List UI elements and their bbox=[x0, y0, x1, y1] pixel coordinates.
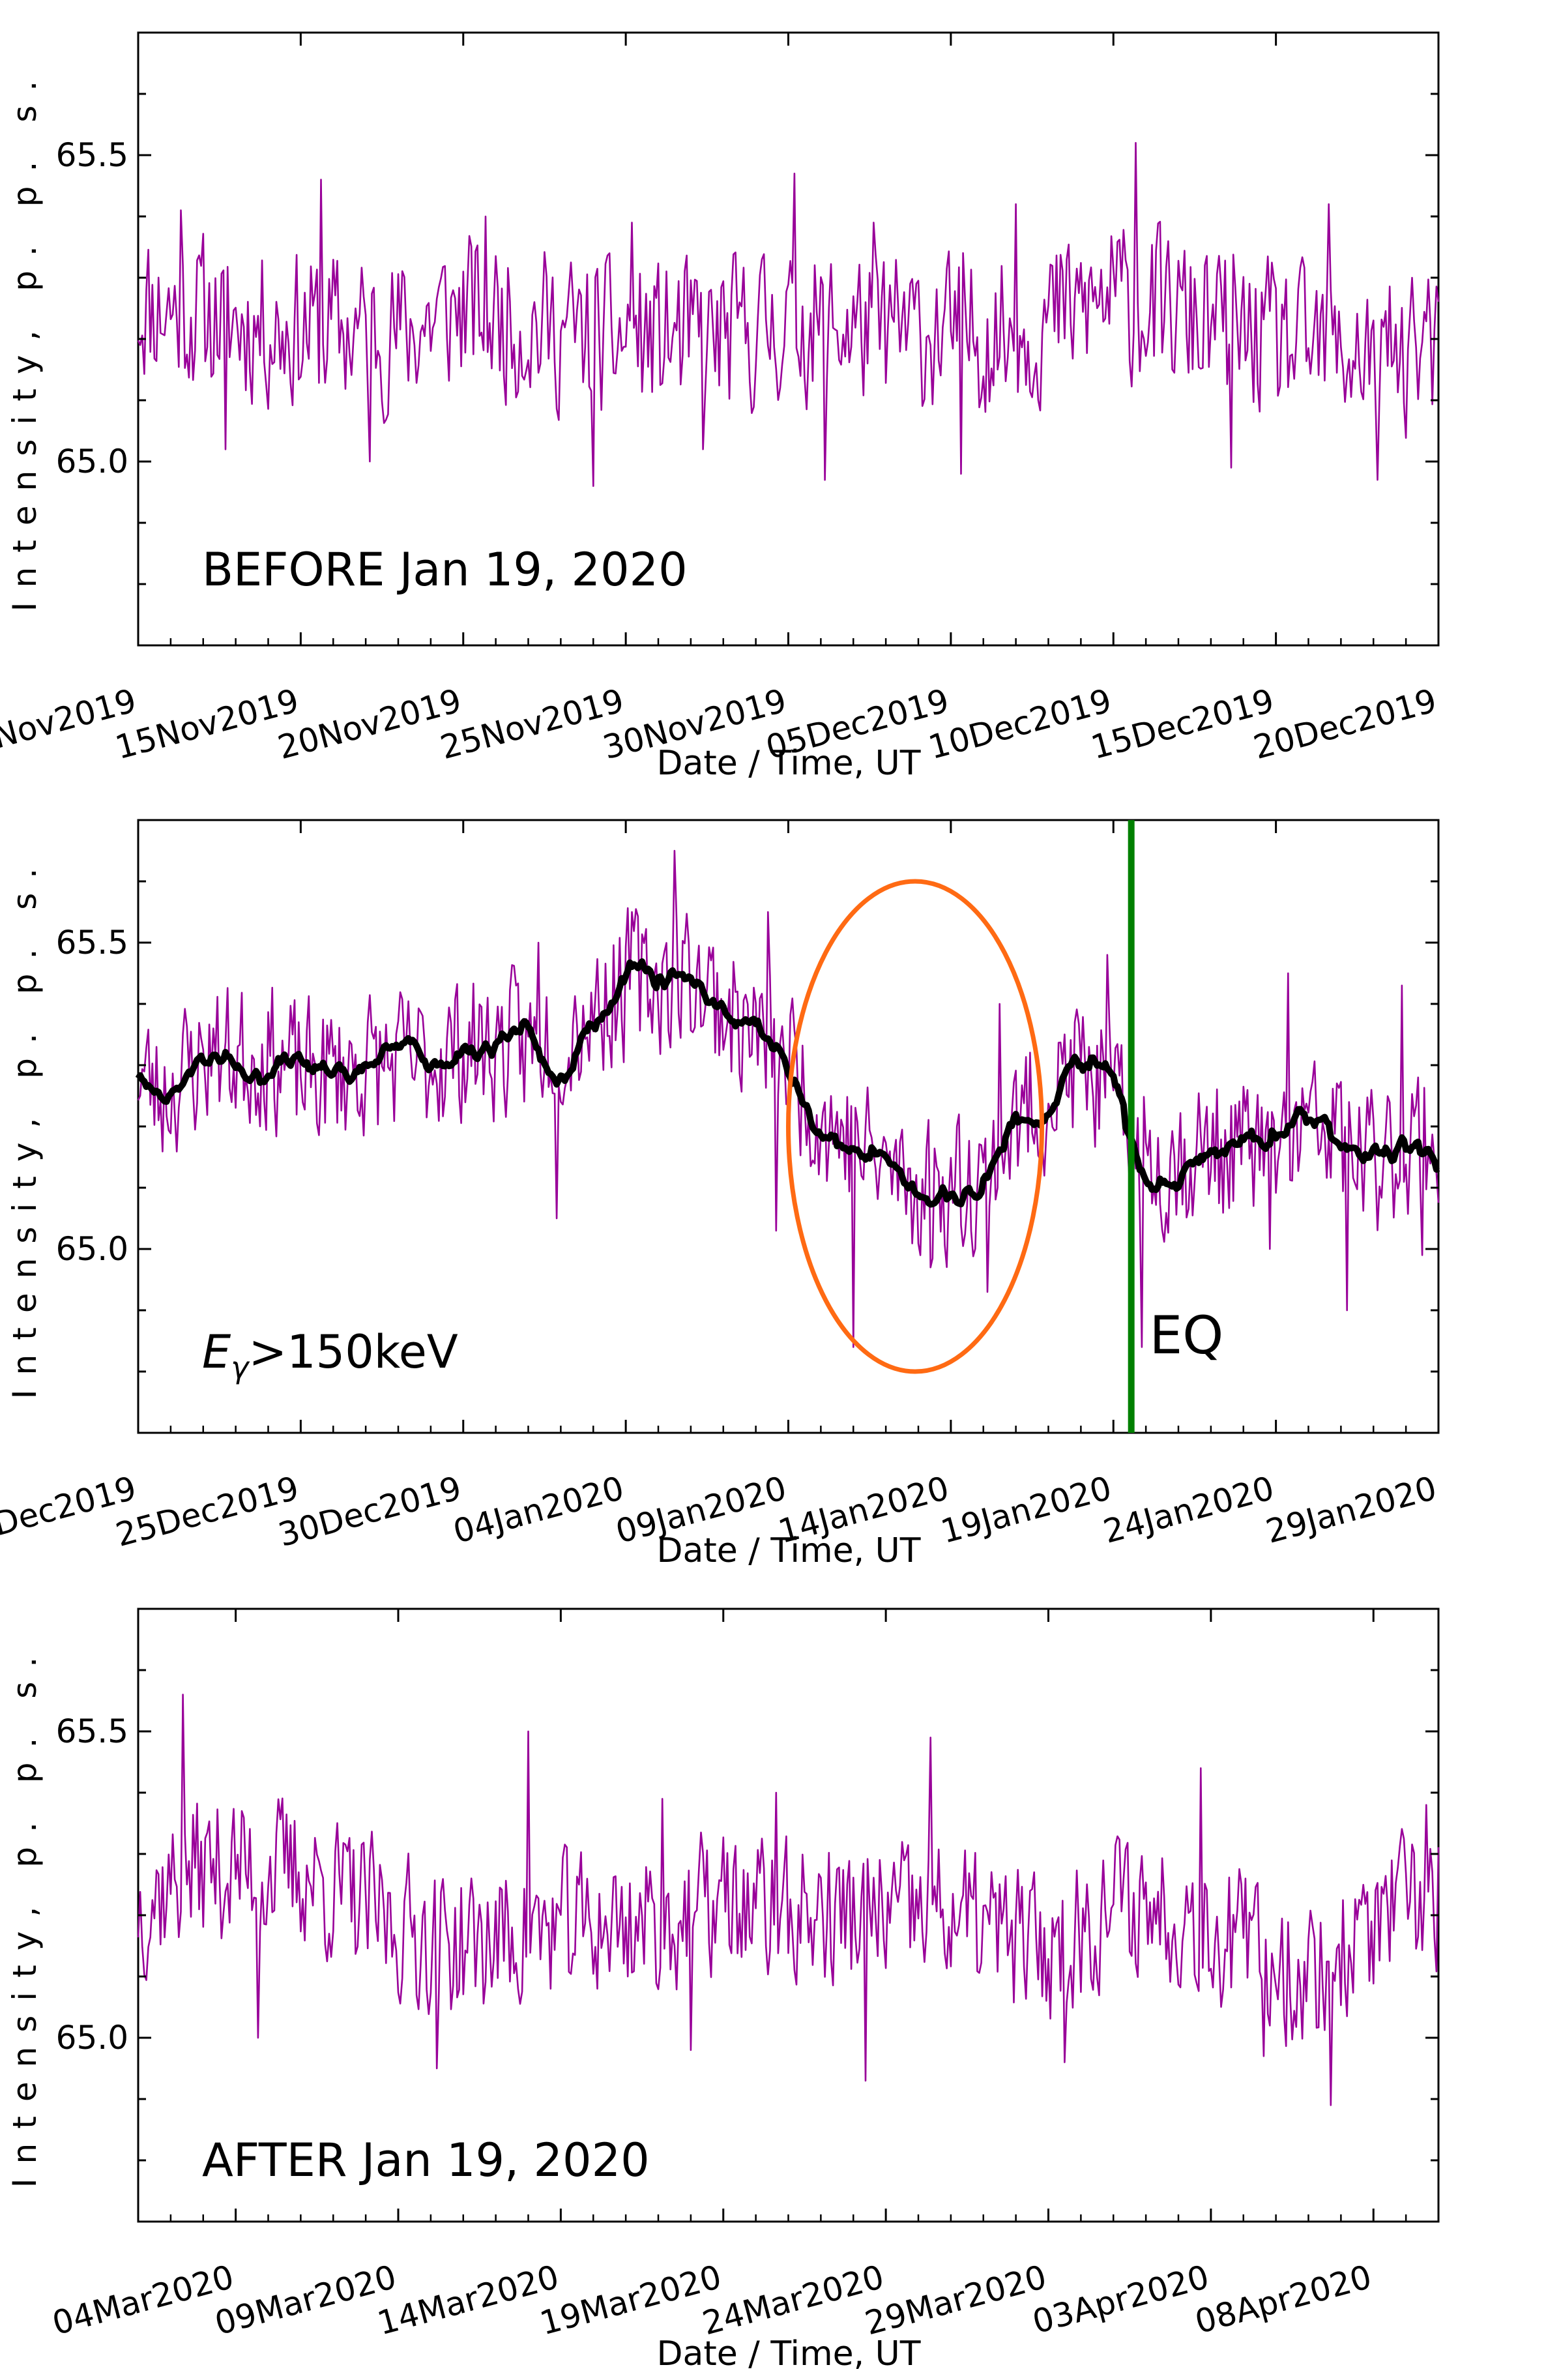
y-ticks: 65.0 65.5 bbox=[56, 93, 1438, 585]
y-axis-label: Intensity, p. p. s. bbox=[6, 854, 44, 1399]
y-tick-label: 65.0 bbox=[56, 1230, 128, 1268]
x-tick-label: 24Jan2020 bbox=[1100, 1469, 1278, 1551]
y-tick-label: 65.0 bbox=[56, 2019, 128, 2057]
x-tick-label: 25Dec2019 bbox=[112, 1469, 303, 1554]
x-tick-label: 25Nov2019 bbox=[437, 682, 628, 767]
x-tick-label: 30Dec2019 bbox=[274, 1469, 465, 1554]
series-layer bbox=[137, 1694, 1440, 2106]
y-ticks: 65.0 65.5 bbox=[56, 880, 1438, 1373]
panel-event: EQ 65.065.5 20Dec201925Dec201930Dec20190… bbox=[0, 819, 1440, 1570]
y-tick-label: 65.0 bbox=[56, 443, 128, 480]
y-axis-label: Intensity, p. p. s. bbox=[6, 66, 44, 611]
series-line-intensity bbox=[137, 1694, 1440, 2106]
x-tick-label: 03Apr2020 bbox=[1028, 2258, 1213, 2342]
x-axis-label: Date / Time, UT bbox=[656, 744, 920, 783]
x-tick-label: 09Mar2020 bbox=[211, 2258, 401, 2343]
x-tick-label: 15Dec2019 bbox=[1087, 682, 1278, 767]
y-axis-label: Intensity, p. p. s. bbox=[6, 1643, 44, 2188]
x-tick-label: 24Mar2020 bbox=[699, 2258, 888, 2343]
x-tick-label: 29Mar2020 bbox=[861, 2258, 1051, 2343]
panel-annotation: BEFORE Jan 19, 2020 bbox=[202, 543, 688, 596]
x-tick-label: 19Mar2020 bbox=[536, 2258, 725, 2343]
panel-after: 65.0 65.5 04Mar202009Mar202014Mar202019Ma… bbox=[6, 1608, 1440, 2373]
x-tick-label: 15Nov2019 bbox=[111, 682, 303, 767]
series-line-running-mean bbox=[135, 958, 1440, 1208]
x-tick-label: 20Nov2019 bbox=[274, 682, 465, 767]
panel-annotation: AFTER Jan 19, 2020 bbox=[202, 2134, 650, 2187]
eq-marker-label: EQ bbox=[1150, 1305, 1224, 1366]
series-line-intensity bbox=[137, 141, 1440, 487]
y-tick-label: 65.5 bbox=[56, 1712, 128, 1750]
energy-annotation: Eγ>150keV bbox=[202, 1325, 458, 1385]
y-tick-label: 65.5 bbox=[56, 924, 128, 962]
y-ticks: 65.0 65.5 bbox=[56, 1669, 1438, 2162]
x-tick-label: 08Apr2020 bbox=[1191, 2258, 1375, 2342]
x-tick-label: 29Jan2020 bbox=[1262, 1469, 1440, 1551]
x-axis-label: Date / Time, UT bbox=[656, 2334, 920, 2373]
x-tick-label: 04Mar2020 bbox=[48, 2258, 238, 2343]
x-tick-label: 20Dec2019 bbox=[1249, 682, 1440, 767]
y-tick-label: 65.5 bbox=[56, 136, 128, 174]
x-tick-label: 04Jan2020 bbox=[449, 1469, 628, 1551]
x-tick-label: 19Jan2020 bbox=[937, 1469, 1116, 1551]
highlight-ellipse bbox=[786, 879, 1045, 1374]
x-tick-label: 10Dec2019 bbox=[925, 682, 1116, 767]
x-axis-label: Date / Time, UT bbox=[656, 1531, 920, 1570]
plot-frame bbox=[137, 31, 1440, 647]
series-layer bbox=[137, 141, 1440, 487]
panel-before: 65.065.5 10Nov201915Nov201920Nov201925No… bbox=[0, 31, 1440, 783]
marker-layer: EQ bbox=[786, 820, 1224, 1433]
x-tick-label: 14Mar2020 bbox=[373, 2258, 563, 2343]
